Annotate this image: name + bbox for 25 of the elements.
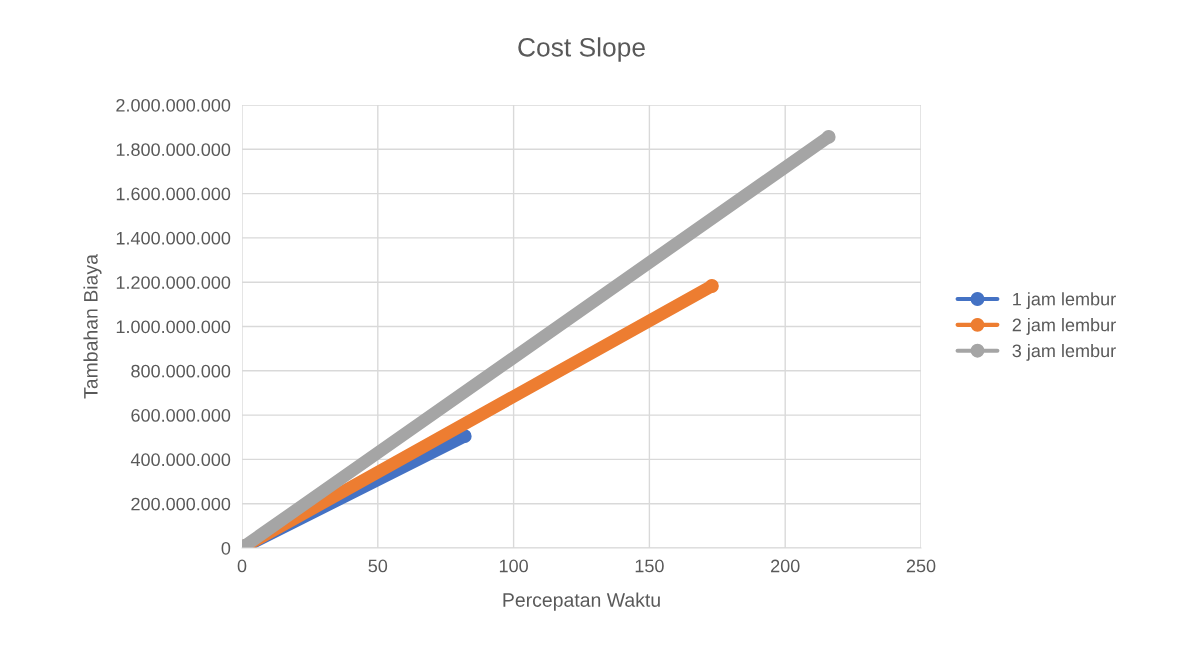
y-tick-label: 1.800.000.000 xyxy=(116,143,231,157)
point xyxy=(821,129,836,144)
x-tick-label: 0 xyxy=(237,559,247,573)
y-tick-label: 200.000.000 xyxy=(131,497,231,511)
chart-title: Cost Slope xyxy=(518,37,645,62)
y-axis-title: Tambahan Biaya xyxy=(83,254,102,399)
x-tick-label: 100 xyxy=(499,559,528,573)
y-tick-label: 600.000.000 xyxy=(131,409,231,422)
legend-label: 3 jam lembur xyxy=(1012,343,1116,361)
legend-label: 1 jam lembur xyxy=(1013,292,1116,310)
x-tick-label: 50 xyxy=(368,559,388,573)
y-tick-label: 1.600.000.000 xyxy=(116,187,231,201)
x-tick-label: 200 xyxy=(771,559,800,573)
x-tick-label: 150 xyxy=(635,559,664,573)
y-tick-label: 800.000.000 xyxy=(131,364,231,378)
legend-label: 2 jam lembur xyxy=(1012,318,1116,335)
y-tick-label: 1.400.000.000 xyxy=(116,231,231,245)
x-tick-label: 250 xyxy=(906,559,936,573)
y-tick-label: 2.000.000.000 xyxy=(116,98,231,112)
point xyxy=(704,279,719,293)
x-axis-title: Percepatan Waktu xyxy=(503,592,660,611)
y-tick-label: 0 xyxy=(221,541,231,555)
y-tick-label: 1.200.000.000 xyxy=(116,276,231,289)
y-tick-label: 400.000.000 xyxy=(130,453,231,467)
y-tick-label: 1.000.000.000 xyxy=(116,320,231,334)
